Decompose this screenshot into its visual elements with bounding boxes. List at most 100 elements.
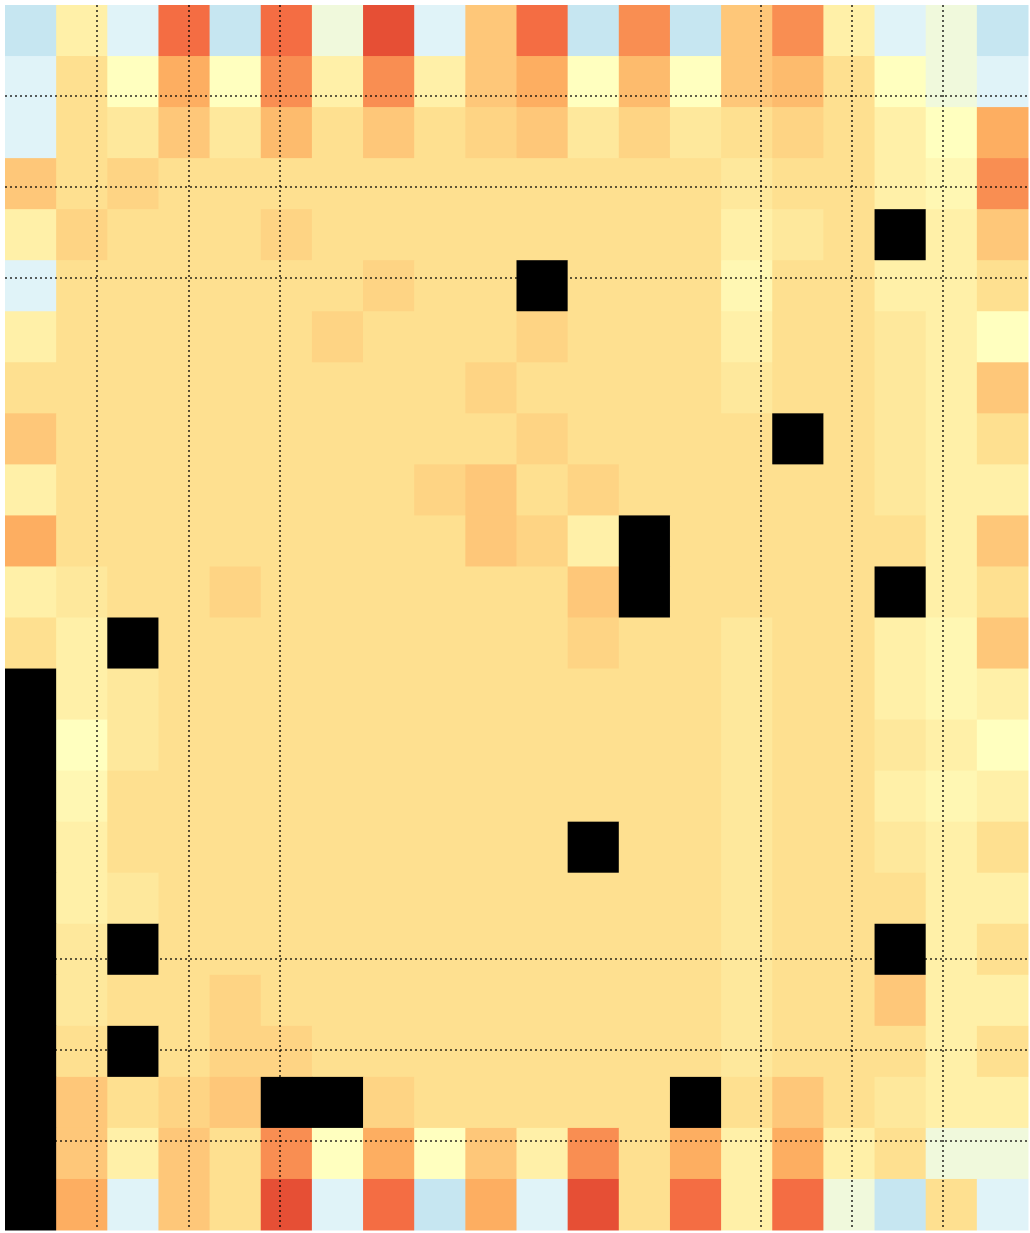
heatmap-cell [465,158,517,210]
heatmap-cell [311,158,364,210]
heatmap-cell [209,617,262,670]
heatmap-cell [414,515,466,567]
heatmap-cell [414,821,466,874]
heatmap-cell [669,464,722,516]
heatmap-cell [363,1178,415,1231]
heatmap-cell [925,974,978,1027]
heatmap-cell [260,566,313,618]
heatmap-cell [414,566,466,618]
heatmap-cell [363,209,415,261]
heatmap-cell [925,1025,978,1078]
heatmap-cell [209,719,262,772]
heatmap-cell [516,260,569,312]
heatmap-cell [823,209,876,261]
heatmap-cell [772,974,824,1027]
heatmap-cell [618,107,671,159]
heatmap-cell [363,719,415,772]
heatmap-cell [874,158,927,210]
heatmap-cell [5,770,57,823]
heatmap-cell [516,413,569,465]
heatmap-cell [618,158,671,210]
heatmap-cell [363,923,415,976]
heatmap-cell [260,5,313,57]
heatmap-cell [5,413,57,465]
heatmap-cell [465,668,517,721]
heatmap-cell [721,413,773,465]
heatmap-cell [209,56,262,108]
heatmap-cell [874,872,927,925]
heatmap-cell [721,668,773,721]
heatmap-cell [567,260,620,312]
heatmap-cell [414,413,466,465]
heatmap-cell [414,872,466,925]
heatmap-cell [772,5,824,57]
heatmap-cell [56,413,108,465]
heatmap-cell [669,821,722,874]
heatmap-cell [465,974,517,1027]
heatmap-cell [158,566,211,618]
heatmap-cell [311,923,364,976]
heatmap-cell [311,464,364,516]
heatmap-cell [516,515,569,567]
heatmap-cell [669,209,722,261]
heatmap-cell [516,5,569,57]
heatmap-cell [260,56,313,108]
heatmap-cell [976,566,1029,618]
heatmap-cell [823,56,876,108]
heatmap-cell [5,617,57,670]
heatmap-cell [772,158,824,210]
heatmap-cell [925,362,978,414]
heatmap-cell [618,413,671,465]
heatmap-cell [363,311,415,363]
heatmap-cell [976,260,1029,312]
heatmap-cell [107,974,159,1027]
heatmap-cell [465,923,517,976]
heatmap-cell [5,974,57,1027]
heatmap-cell [772,515,824,567]
heatmap-cell [874,107,927,159]
heatmap-cell [567,1178,620,1231]
heatmap-cell [772,107,824,159]
heatmap-cell [823,515,876,567]
heatmap-cell [56,770,108,823]
heatmap-cell [516,974,569,1027]
heatmap-cell [925,566,978,618]
heatmap-cell [669,923,722,976]
heatmap-cell [414,362,466,414]
heatmap-cell [976,974,1029,1027]
heatmap-cell [363,515,415,567]
heatmap-cell [209,566,262,618]
heatmap-cell [56,1025,108,1078]
heatmap-cell [107,1127,159,1180]
heatmap-cell [567,158,620,210]
heatmap-cell [5,668,57,721]
heatmap-cell [721,617,773,670]
heatmap-cell [772,1178,824,1231]
heatmap-cell [669,872,722,925]
heatmap-cell [618,5,671,57]
heatmap-cell [567,56,620,108]
heatmap-cell [925,1127,978,1180]
heatmap-cell [823,923,876,976]
heatmap-cell [823,362,876,414]
heatmap-cell [260,719,313,772]
heatmap-cell [516,1025,569,1078]
heatmap-cell [311,362,364,414]
heatmap-cell [311,719,364,772]
heatmap-cell [772,719,824,772]
heatmap-cell [363,566,415,618]
heatmap-cell [311,974,364,1027]
heatmap-cell [5,362,57,414]
heatmap-cell [516,821,569,874]
heatmap-cell [721,107,773,159]
heatmap-cell [311,413,364,465]
heatmap-cell [772,311,824,363]
heatmap-cell [158,413,211,465]
heatmap-cell [976,311,1029,363]
heatmap-cell [311,5,364,57]
heatmap-cell [823,1127,876,1180]
heatmap-cell [721,872,773,925]
heatmap-cell [363,1127,415,1180]
heatmap-cell [721,1178,773,1231]
heatmap-cell [209,1025,262,1078]
